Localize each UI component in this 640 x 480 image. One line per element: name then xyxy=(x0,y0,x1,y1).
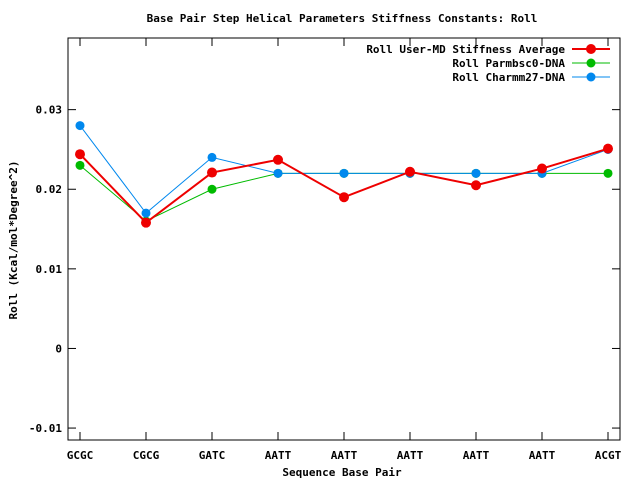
legend-swatch-marker xyxy=(586,44,596,54)
x-tick-label: GATC xyxy=(199,449,226,462)
y-tick-label: 0 xyxy=(55,342,62,355)
series-2-point xyxy=(471,168,481,178)
y-tick-label: -0.01 xyxy=(29,422,62,435)
x-axis: GCGC CGCG GATC AATT AATT AATT AATT AATT ACGT xyxy=(67,38,622,462)
series-0-point xyxy=(537,163,547,174)
plot-frame xyxy=(67,37,621,441)
series-0-point xyxy=(339,192,349,203)
x-tick-label: AATT xyxy=(265,449,292,462)
x-tick-label: AATT xyxy=(463,449,490,462)
series-0-point xyxy=(207,167,217,178)
series-1-point xyxy=(603,168,613,178)
series-line-0 xyxy=(79,147,609,225)
x-tick-label: ACGT xyxy=(595,449,622,462)
series-2-point xyxy=(75,121,85,131)
y-tick-label: 0.02 xyxy=(36,183,63,196)
series-0-point xyxy=(141,217,151,228)
chart-title: Base Pair Step Helical Parameters Stiffn… xyxy=(147,12,538,25)
x-tick-label: AATT xyxy=(529,449,556,462)
series-0-point xyxy=(471,180,481,191)
plot-area xyxy=(67,37,621,441)
legend-swatch-marker xyxy=(586,72,596,82)
y-tick-label: 0.03 xyxy=(36,104,63,117)
series-0-point xyxy=(603,143,613,154)
series-0-point xyxy=(405,166,415,177)
y-axis: -0.01 0 0.01 0.02 0.03 xyxy=(29,104,620,435)
legend-label: Roll Charmm27-DNA xyxy=(452,71,565,84)
series-0-point xyxy=(273,154,283,165)
legend-swatch-marker xyxy=(586,58,596,68)
series-2-point xyxy=(273,168,283,178)
series-2-point xyxy=(339,168,349,178)
series-2-point xyxy=(141,208,151,218)
series-0-point xyxy=(75,149,85,160)
series-1-point xyxy=(75,160,85,170)
x-axis-label: Sequence Base Pair xyxy=(282,466,402,479)
x-tick-label: GCGC xyxy=(67,449,94,462)
legend-label: Roll User-MD Stiffness Average xyxy=(366,43,565,56)
x-tick-label: AATT xyxy=(331,449,358,462)
series-1-point xyxy=(207,184,217,194)
series-layer xyxy=(75,121,613,228)
x-tick-label: CGCG xyxy=(133,449,160,462)
y-axis-label: Roll (Kcal/mol*Degree^2) xyxy=(7,161,20,320)
legend-label: Roll Parmbsc0-DNA xyxy=(452,57,565,70)
series-2-point xyxy=(207,152,217,162)
x-tick-label: AATT xyxy=(397,449,424,462)
y-tick-label: 0.01 xyxy=(36,263,63,276)
